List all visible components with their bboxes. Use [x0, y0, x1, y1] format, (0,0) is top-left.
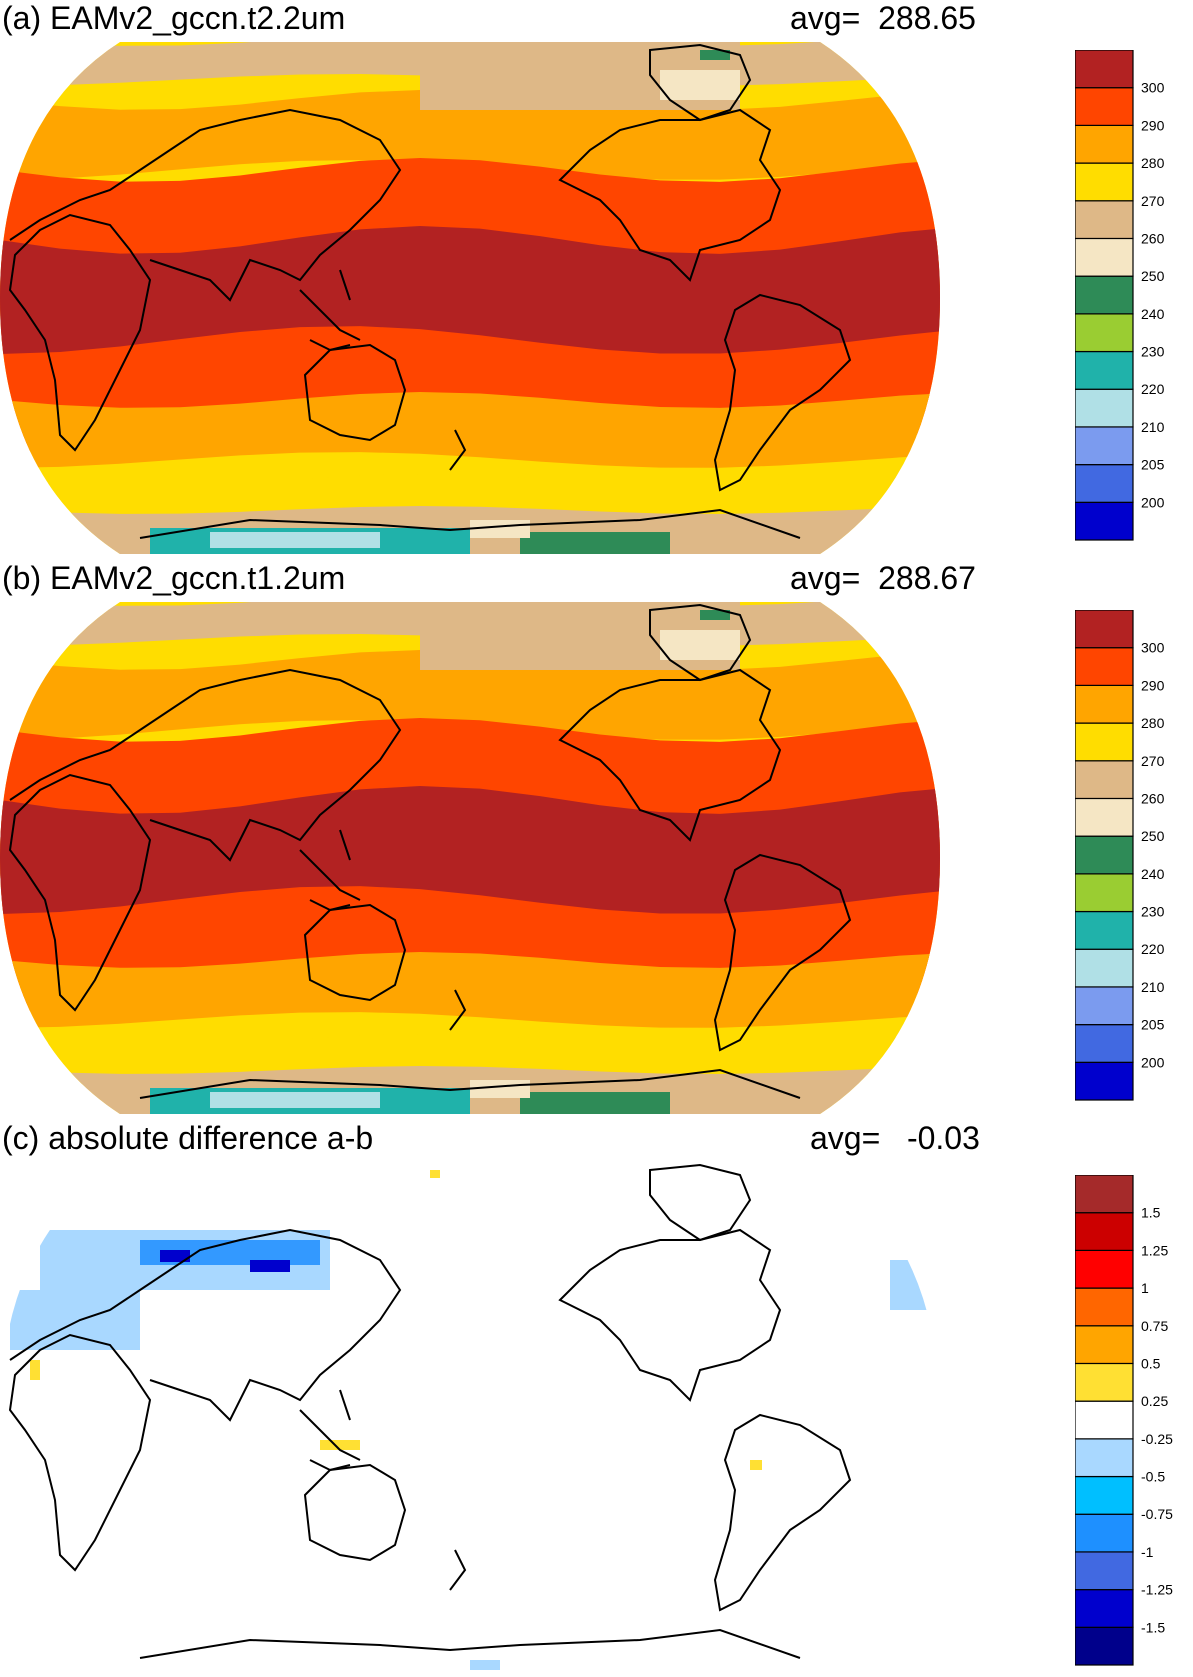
colorbar-tick-label: 220 [1141, 381, 1165, 397]
colorbar-swatch [1075, 1362, 1134, 1402]
colorbar-swatch [1075, 1551, 1134, 1591]
panel-a-avg: avg= 288.65 [790, 2, 976, 34]
panel-b-avg-value: 288.67 [878, 560, 976, 596]
panel-c-colorbar: -1.5 -1.25 -1 -0.75 -0.5 -0.25 0.25 0.5 0.75 1 1.2… [1075, 1175, 1173, 1666]
colorbar-swatch [1075, 722, 1134, 762]
colorbar-tick-label: 1 [1141, 1280, 1149, 1296]
panel-c-avg-value: -0.03 [906, 1120, 980, 1156]
colorbar-tick-label: 210 [1141, 979, 1165, 995]
colorbar-swatch [1075, 647, 1134, 686]
colorbar-tick-label: 290 [1141, 677, 1165, 693]
colorbar-tick-label: 270 [1141, 193, 1165, 209]
colorbar-swatch [1075, 986, 1134, 1026]
colorbar-tick-label: 260 [1141, 790, 1165, 806]
colorbar-tick-label: -0.5 [1141, 1469, 1165, 1485]
colorbar-swatch [1075, 200, 1134, 240]
colorbar-tick-label: -1.5 [1141, 1619, 1165, 1635]
colorbar-tick-label: 0.25 [1141, 1393, 1168, 1409]
panel-a-colorbar: 200 205 210 220 230 240 250 260 270 280 290 300 [1075, 50, 1165, 541]
colorbar-swatch [1075, 501, 1134, 541]
colorbar-swatch [1075, 910, 1134, 950]
panel-b-title: (b) EAMv2_gccn.t1.2um [2, 560, 346, 596]
colorbar-tick-label: 290 [1141, 117, 1165, 133]
colorbar-tick-label: 230 [1141, 904, 1165, 920]
colorbar-tick-label: 300 [1141, 80, 1165, 96]
colorbar-tick-label: -0.25 [1141, 1431, 1173, 1447]
colorbar-swatch [1075, 313, 1134, 353]
colorbar-swatch [1075, 610, 1134, 649]
colorbar-swatch [1075, 464, 1134, 503]
colorbar-tick-label: 250 [1141, 268, 1165, 284]
panel-c-avg: avg= -0.03 [810, 1122, 980, 1154]
colorbar-swatch [1075, 1212, 1134, 1251]
colorbar-tick-label: 300 [1141, 640, 1165, 656]
panel-b-colorbar: 200 205 210 220 230 240 250 260 270 280 290 300 [1075, 610, 1165, 1101]
panel-b-map [0, 602, 940, 1114]
colorbar-swatch [1075, 1475, 1134, 1515]
colorbar-swatch [1075, 162, 1134, 202]
colorbar-swatch [1075, 1287, 1134, 1327]
colorbar-swatch [1075, 1626, 1134, 1666]
colorbar-swatch [1075, 350, 1134, 390]
colorbar-swatch [1075, 873, 1134, 913]
colorbar-swatch [1075, 684, 1134, 724]
colorbar-tick-label: -1 [1141, 1544, 1154, 1560]
colorbar-swatch [1075, 87, 1134, 126]
colorbar-swatch [1075, 1589, 1134, 1628]
colorbar-swatch [1075, 50, 1134, 89]
colorbar-tick-label: 280 [1141, 715, 1165, 731]
colorbar-tick-label: 0.5 [1141, 1355, 1161, 1371]
panel-c-avg-label: avg= [810, 1120, 881, 1156]
colorbar-tick-label: 200 [1141, 1054, 1165, 1070]
colorbar-tick-label: 280 [1141, 155, 1165, 171]
colorbar-swatch [1075, 1400, 1134, 1440]
colorbar-swatch [1075, 237, 1134, 277]
colorbar-swatch [1075, 275, 1134, 315]
colorbar-tick-label: 210 [1141, 419, 1165, 435]
colorbar-swatch [1075, 835, 1134, 875]
colorbar-tick-label: 240 [1141, 866, 1165, 882]
colorbar-tick-label: 205 [1141, 457, 1165, 473]
panel-c-map [0, 1162, 940, 1674]
panel-a-avg-label: avg= [790, 0, 861, 36]
colorbar-tick-label: 270 [1141, 753, 1165, 769]
colorbar-swatch [1075, 426, 1134, 466]
colorbar-swatch [1075, 797, 1134, 837]
colorbar-swatch [1075, 1249, 1134, 1289]
colorbar-swatch [1075, 760, 1134, 800]
colorbar-swatch [1075, 948, 1134, 988]
panel-a-title: (a) EAMv2_gccn.t2.2um [2, 0, 346, 36]
colorbar-swatch [1075, 388, 1134, 428]
panel-a-map [0, 42, 940, 554]
colorbar-tick-label: 220 [1141, 941, 1165, 957]
panel-a-avg-value: 288.65 [878, 0, 976, 36]
colorbar-tick-label: 200 [1141, 494, 1165, 510]
panel-b-avg-label: avg= [790, 560, 861, 596]
colorbar-tick-label: -1.25 [1141, 1582, 1173, 1598]
colorbar-tick-label: -0.75 [1141, 1506, 1173, 1522]
colorbar-tick-label: 230 [1141, 344, 1165, 360]
colorbar-tick-label: 1.25 [1141, 1242, 1168, 1258]
colorbar-tick-label: 1.5 [1141, 1205, 1161, 1221]
panel-b-avg: avg= 288.67 [790, 562, 976, 594]
colorbar-swatch [1075, 1325, 1134, 1365]
colorbar-swatch [1075, 124, 1134, 164]
colorbar-swatch [1075, 1513, 1134, 1553]
colorbar-tick-label: 205 [1141, 1017, 1165, 1033]
panel-c-title: (c) absolute difference a-b [2, 1120, 374, 1156]
colorbar-swatch [1075, 1024, 1134, 1063]
colorbar-tick-label: 240 [1141, 306, 1165, 322]
colorbar-swatch [1075, 1438, 1134, 1478]
colorbar-tick-label: 250 [1141, 828, 1165, 844]
colorbar-swatch [1075, 1061, 1134, 1101]
colorbar-swatch [1075, 1175, 1134, 1214]
colorbar-tick-label: 260 [1141, 230, 1165, 246]
colorbar-tick-label: 0.75 [1141, 1318, 1168, 1334]
